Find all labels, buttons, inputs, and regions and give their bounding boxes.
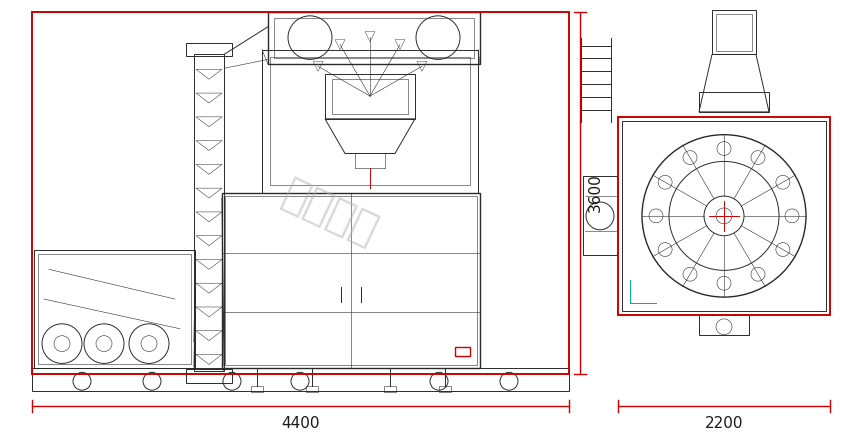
Text: 2200: 2200: [704, 416, 743, 431]
Bar: [186, 43, 232, 56]
Bar: [251, 386, 263, 392]
Bar: [186, 369, 232, 383]
Bar: [270, 57, 470, 185]
Bar: [225, 196, 477, 365]
Bar: [622, 121, 826, 311]
Bar: [325, 74, 415, 119]
Bar: [712, 10, 756, 54]
Bar: [38, 253, 191, 365]
Bar: [699, 315, 749, 335]
Bar: [32, 12, 569, 374]
Bar: [222, 193, 480, 368]
Bar: [306, 386, 318, 392]
Bar: [262, 49, 478, 193]
Bar: [384, 386, 396, 392]
Bar: [32, 368, 569, 391]
Bar: [332, 79, 408, 114]
Text: 4400: 4400: [281, 416, 320, 431]
Bar: [618, 117, 830, 315]
Bar: [34, 250, 195, 368]
Bar: [716, 14, 752, 50]
Bar: [583, 176, 618, 256]
Text: 3600: 3600: [588, 174, 603, 213]
Text: 奥亚机械: 奥亚机械: [276, 173, 384, 253]
Bar: [194, 54, 224, 372]
Bar: [274, 18, 474, 59]
Bar: [268, 12, 480, 64]
Bar: [455, 347, 470, 356]
Bar: [699, 92, 769, 112]
Bar: [439, 386, 451, 392]
